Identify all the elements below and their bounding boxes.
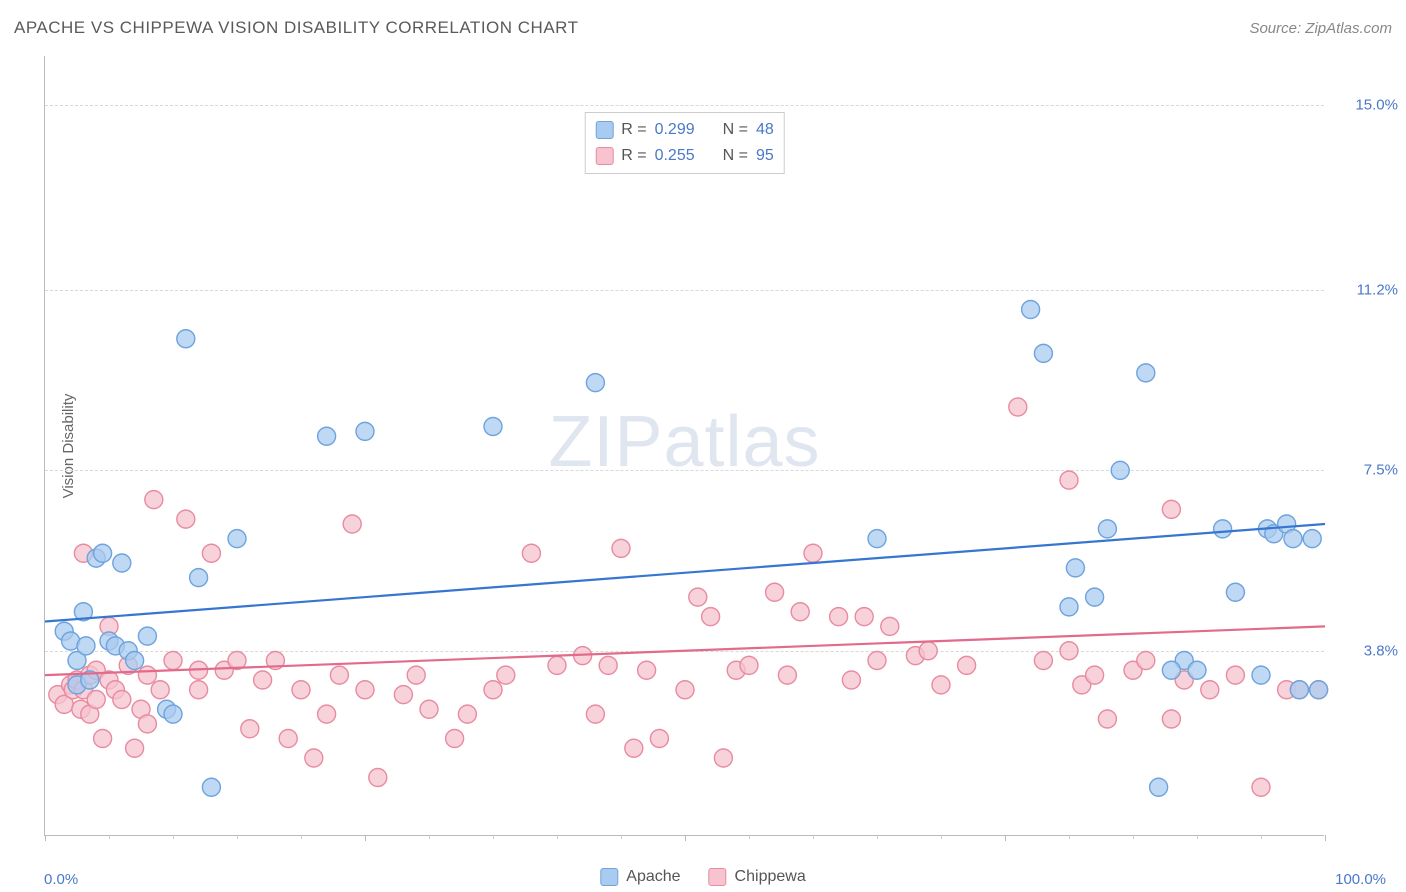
scatter-plot: ZIPatlas 3.8%7.5%11.2%15.0% R = 0.299 N … — [44, 56, 1324, 836]
y-tick-label: 3.8% — [1334, 642, 1398, 659]
chart-title: APACHE VS CHIPPEWA VISION DISABILITY COR… — [14, 18, 579, 38]
stats-legend: R = 0.299 N = 48 R = 0.255 N = 95 — [584, 112, 785, 174]
legend-label-chippewa: Chippewa — [735, 868, 806, 886]
swatch-apache — [600, 868, 618, 886]
series-legend: Apache Chippewa — [600, 868, 805, 886]
stats-row-chippewa: R = 0.255 N = 95 — [595, 143, 774, 169]
legend-item-chippewa: Chippewa — [709, 868, 806, 886]
legend-item-apache: Apache — [600, 868, 680, 886]
x-min-label: 0.0% — [44, 871, 78, 888]
x-max-label: 100.0% — [1335, 871, 1386, 888]
chippewa-r-value: 0.255 — [655, 143, 695, 169]
swatch-chippewa — [709, 868, 727, 886]
y-tick-label: 11.2% — [1334, 282, 1398, 299]
source-label: Source: ZipAtlas.com — [1249, 20, 1392, 37]
chippewa-n-value: 95 — [756, 143, 774, 169]
r-label: R = — [621, 143, 646, 169]
y-tick-label: 15.0% — [1334, 96, 1398, 113]
y-tick-label: 7.5% — [1334, 462, 1398, 479]
stats-row-apache: R = 0.299 N = 48 — [595, 117, 774, 143]
n-label: N = — [723, 117, 748, 143]
apache-n-value: 48 — [756, 117, 774, 143]
swatch-chippewa — [595, 147, 613, 165]
r-label: R = — [621, 117, 646, 143]
swatch-apache — [595, 121, 613, 139]
apache-r-value: 0.299 — [655, 117, 695, 143]
legend-label-apache: Apache — [626, 868, 680, 886]
n-label: N = — [723, 143, 748, 169]
